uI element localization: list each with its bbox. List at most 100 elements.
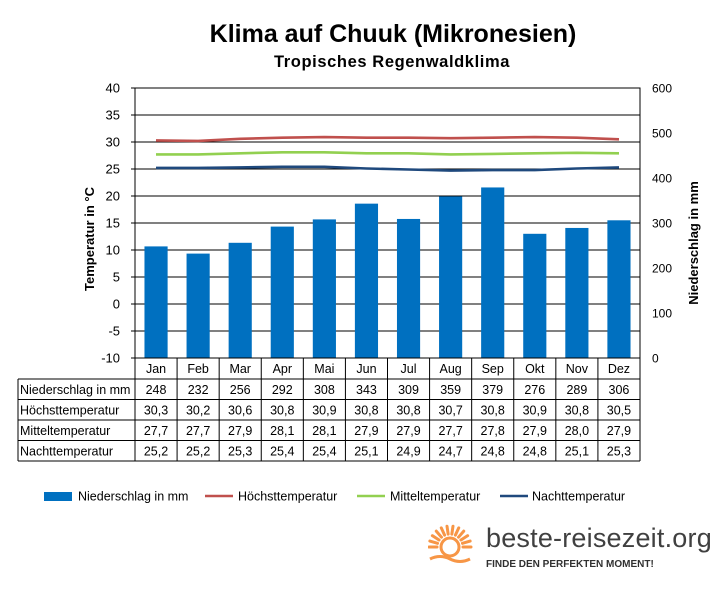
y2-tick-label: 0 <box>652 352 659 366</box>
table-cell: 27,7 <box>438 424 462 438</box>
table-cell: 28,1 <box>270 424 294 438</box>
table-cell: 27,9 <box>354 424 378 438</box>
table-cell: 256 <box>230 383 251 397</box>
y-tick-label: 40 <box>106 81 120 96</box>
sun-ray <box>439 526 447 537</box>
sun-ray <box>445 524 450 536</box>
month-label: Aug <box>440 362 462 376</box>
bar-niederschlag-jan <box>144 246 168 358</box>
table-cell: 30,3 <box>144 404 168 418</box>
chart-title: Klima auf Chuuk (Mikronesien) <box>210 20 577 48</box>
legend-label: Nachttemperatur <box>532 490 625 504</box>
sun-ray <box>453 526 461 537</box>
table-cell: 306 <box>609 383 630 397</box>
temperature-lines <box>155 135 620 172</box>
month-label: Jul <box>401 362 417 376</box>
legend: Niederschlag in mm Höchsttemperatur Mittel… <box>44 490 625 504</box>
bar-niederschlag-jul <box>396 218 421 358</box>
bar-niederschlag-dez <box>607 220 631 358</box>
y-tick-label: 0 <box>113 297 120 312</box>
table-cell: 30,2 <box>186 404 210 418</box>
table-cell: 30,8 <box>270 404 294 418</box>
table-cell: 24,8 <box>481 445 505 459</box>
month-label: Nov <box>566 362 589 376</box>
table-cell: 30,7 <box>438 404 462 418</box>
y-tick-label: 30 <box>106 135 120 150</box>
table-cell: 27,7 <box>144 424 168 438</box>
table-cell: 292 <box>272 383 293 397</box>
table-cell: 25,4 <box>270 445 294 459</box>
month-label: Sep <box>482 362 504 376</box>
y2-tick-label: 500 <box>652 127 672 141</box>
axes: 40 35 30 25 20 15 10 5 0 -5 -10 600 500 400 300 200 100 0 <box>101 81 672 366</box>
table-cell: 25,3 <box>607 445 631 459</box>
table-cell: 25,1 <box>565 445 589 459</box>
bar-niederschlag-apr <box>270 226 294 358</box>
y2-tick-label: 600 <box>652 82 672 96</box>
sun-ray <box>430 534 441 542</box>
sun-ray <box>428 539 440 545</box>
table-row-label: Niederschlag in mm <box>20 383 130 397</box>
y-axis-title: Temperatur in °C <box>82 186 97 291</box>
y-tick-label: 35 <box>106 108 120 123</box>
y-tick-label: 5 <box>113 270 120 285</box>
table-cell: 30,5 <box>607 404 631 418</box>
table-cell: 25,2 <box>186 445 210 459</box>
sun-wave <box>429 555 471 563</box>
brand-logo: beste-reisezeit.org FINDE DEN PERFEKTEN … <box>428 521 718 581</box>
table-cell: 25,1 <box>354 445 378 459</box>
table-cell: 25,4 <box>312 445 336 459</box>
y-tick-label: -10 <box>101 351 120 366</box>
legend-label: Mitteltemperatur <box>390 490 480 504</box>
bar-niederschlag-nov <box>565 227 589 358</box>
table-cell: 28,1 <box>312 424 336 438</box>
data-table: Jan Feb Mar Apr Mai Jun Jul Aug Sep Okt Nov Dez Nied… <box>17 358 641 462</box>
table-cell: 28,0 <box>565 424 589 438</box>
y2-tick-label: 300 <box>652 217 672 231</box>
y2-axis-title: Niederschlag in mm <box>686 181 701 305</box>
sun-ray <box>460 539 472 545</box>
month-label: Jan <box>146 362 166 376</box>
legend-label: Niederschlag in mm <box>78 490 188 504</box>
bar-niederschlag-feb <box>186 253 210 358</box>
table-cell: 27,7 <box>186 424 210 438</box>
table-cell: 30,6 <box>228 404 252 418</box>
precipitation-bars <box>144 187 631 358</box>
month-label: Mar <box>229 362 251 376</box>
y2-tick-label: 400 <box>652 172 672 186</box>
line-hoechsttemperatur <box>155 135 620 143</box>
sun-ray <box>459 534 470 542</box>
bar-niederschlag-okt <box>523 233 547 358</box>
y-tick-label: 10 <box>106 243 120 258</box>
chart-subtitle: Tropisches Regenwaldklima <box>274 53 510 71</box>
table-cell: 27,9 <box>396 424 420 438</box>
table-cell: 30,8 <box>396 404 420 418</box>
table-cell: 309 <box>398 383 419 397</box>
table-cell: 30,8 <box>481 404 505 418</box>
month-label: Apr <box>273 362 292 376</box>
month-label: Jun <box>356 362 376 376</box>
table-row-label: Höchsttemperatur <box>20 404 119 418</box>
table-cell: 25,3 <box>228 445 252 459</box>
line-mitteltemperatur <box>156 151 620 156</box>
sun-icon <box>428 524 473 563</box>
table-cell: 24,9 <box>396 445 420 459</box>
y2-tick-label: 100 <box>652 307 672 321</box>
month-label: Dez <box>608 362 630 376</box>
table-cell: 276 <box>524 383 545 397</box>
table-cell: 343 <box>356 383 377 397</box>
table-cell: 30,8 <box>565 404 589 418</box>
table-cell: 24,8 <box>523 445 547 459</box>
legend-label: Höchsttemperatur <box>238 490 337 504</box>
table-cell: 379 <box>482 383 503 397</box>
table-cell: 248 <box>146 383 167 397</box>
sun-disc <box>439 536 461 558</box>
y-tick-label: 20 <box>106 189 120 204</box>
table-cell: 359 <box>440 383 461 397</box>
y-tick-label: 25 <box>106 162 120 177</box>
table-cell: 308 <box>314 383 335 397</box>
table-cell: 24,7 <box>438 445 462 459</box>
sun-ray <box>434 529 443 539</box>
bar-niederschlag-jun <box>354 203 379 358</box>
